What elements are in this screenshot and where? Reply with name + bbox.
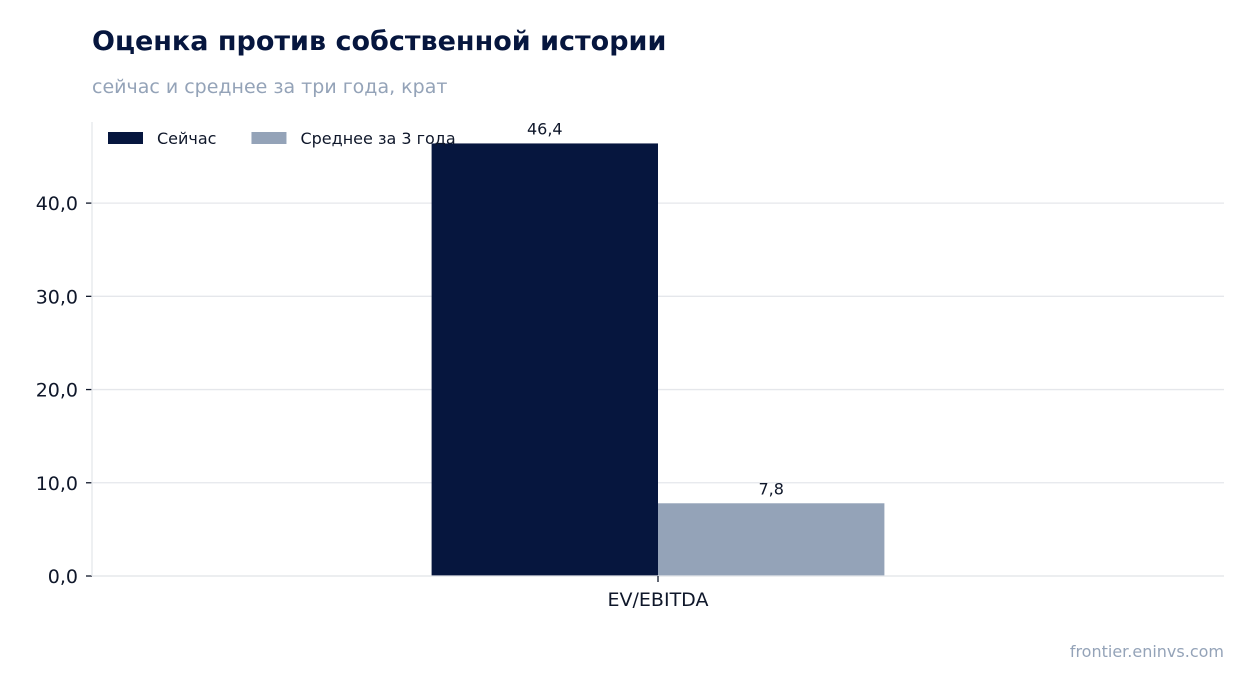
y-tick-label: 10,0: [36, 473, 78, 495]
source-footer: frontier.eninvs.com: [1069, 642, 1224, 661]
legend-swatch: [108, 132, 143, 144]
bar: [658, 503, 885, 576]
y-tick-label: 0,0: [48, 566, 78, 588]
x-tick-label: EV/EBITDA: [608, 589, 709, 611]
data-label: 46,4: [527, 119, 563, 138]
legend-swatch: [251, 132, 287, 144]
bar: [431, 143, 658, 577]
y-tick-label: 40,0: [36, 193, 78, 215]
chart-subtitle: сейчас и среднее за три года, крат: [92, 76, 448, 98]
legend-label: Сейчас: [157, 129, 216, 148]
legend-label: Среднее за 3 года: [300, 129, 455, 148]
y-tick-label: 30,0: [36, 286, 78, 308]
chart-title: Оценка против собственной истории: [92, 26, 667, 57]
y-tick-label: 20,0: [36, 380, 78, 402]
data-label: 7,8: [758, 479, 783, 498]
